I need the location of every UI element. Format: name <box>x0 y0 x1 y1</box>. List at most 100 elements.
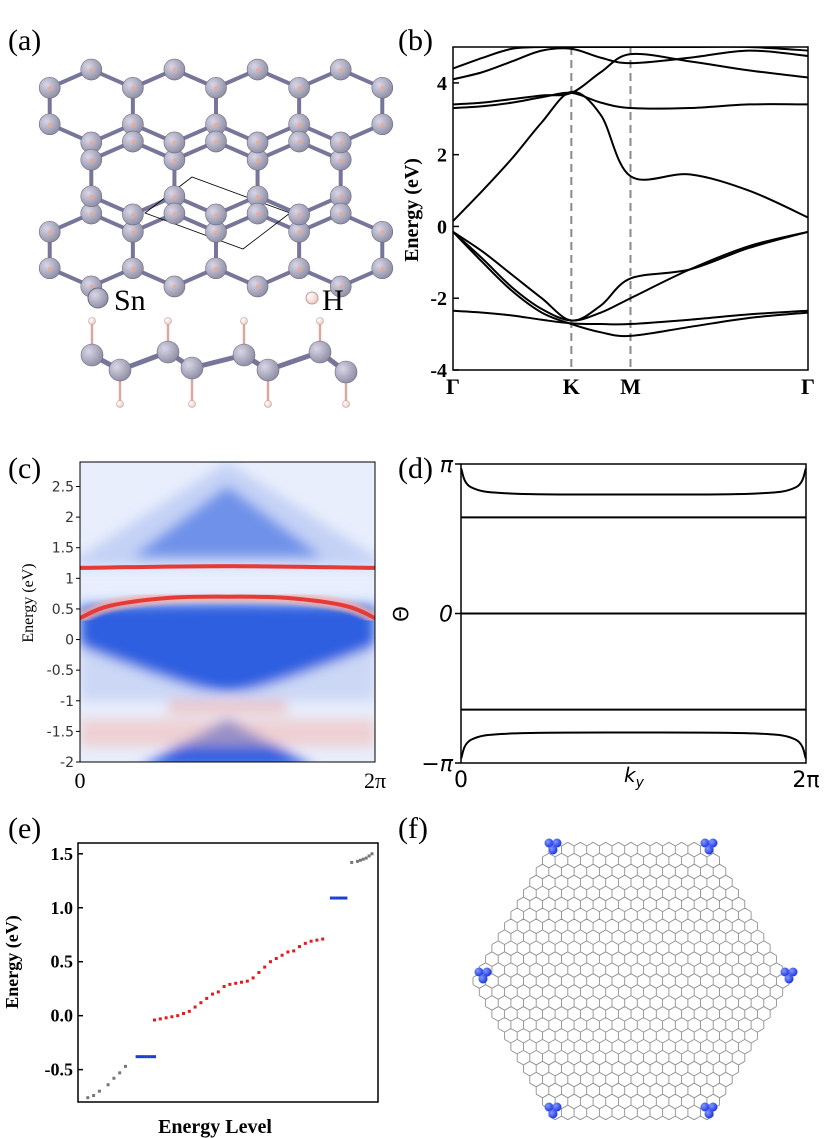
level-high-bulk <box>358 858 362 862</box>
corner-state-dot <box>704 845 714 855</box>
level-edge <box>263 965 267 969</box>
level-high-corner <box>341 896 345 900</box>
panel-d-label: (d) <box>398 452 433 485</box>
h-atom-top <box>297 122 302 127</box>
h-atom-top <box>256 285 260 289</box>
h-atom-top <box>131 122 136 127</box>
band-line <box>453 52 808 106</box>
h-atom-top <box>339 68 344 72</box>
level-high-corner <box>338 896 342 900</box>
band-structure-plot: -4 -2 0 2 4 Γ K M Γ <box>430 46 815 399</box>
h-atom-top <box>131 86 136 91</box>
y-tick-label: π <box>440 453 454 478</box>
band-line <box>453 47 808 70</box>
h-atom-top <box>48 230 53 235</box>
level-low-corner <box>135 1055 139 1059</box>
corner-state-dot <box>552 1102 562 1112</box>
y-tick-label: -0.5 <box>45 1060 74 1080</box>
h-atom-top <box>89 194 94 199</box>
h-atom-top <box>256 68 260 72</box>
sn-atom <box>308 340 332 364</box>
h-atom-top <box>256 212 260 216</box>
spectral-body <box>80 462 375 762</box>
sn-atom <box>156 340 180 364</box>
level-low-corner <box>147 1055 151 1059</box>
axes-frame <box>77 842 379 1103</box>
y-tick-label: 4 <box>437 73 447 95</box>
level-edge <box>280 953 284 957</box>
d-xlabel: ky <box>624 763 645 791</box>
k-point-label: K <box>563 374 580 399</box>
level-edge <box>309 939 313 943</box>
k-point-label: Γ <box>446 374 460 399</box>
h-atom-top <box>214 86 219 91</box>
panel-b-label: (b) <box>398 24 433 57</box>
level-edge <box>158 1017 162 1021</box>
h-atom <box>316 317 324 325</box>
level-edge <box>193 1005 197 1009</box>
h-atom <box>164 317 172 325</box>
h-atom-top <box>48 266 53 271</box>
y-tick-label: 1.0 <box>51 898 74 918</box>
honeycomb-atoms <box>38 58 394 298</box>
sn-atom <box>80 343 104 367</box>
h-atom <box>240 317 248 325</box>
h-atom-top <box>214 140 219 144</box>
sn-atom-legend-icon <box>87 287 109 309</box>
corner-state-dot <box>482 967 492 977</box>
h-atom <box>116 400 124 408</box>
x-tick-label: 2π <box>364 768 386 793</box>
level-edge <box>274 956 278 960</box>
x-tick-label: 2π <box>792 768 819 793</box>
h-atom-top <box>297 86 302 91</box>
level-low-bulk <box>106 1083 110 1087</box>
panel-a: (a) Sn H <box>8 24 394 408</box>
h-atom-top <box>173 141 177 145</box>
level-edge <box>315 938 319 942</box>
lattice-bonds <box>472 841 790 1121</box>
level-low-bulk <box>112 1076 116 1080</box>
sn-atom <box>108 358 132 382</box>
h-atom-top <box>173 212 177 216</box>
x-tick-label: 0 <box>454 768 468 793</box>
h-atom-top <box>256 141 260 145</box>
level-low-bulk <box>124 1064 127 1068</box>
y-tick-label: -2 <box>430 288 447 310</box>
level-edge <box>164 1016 168 1020</box>
h-atom-top <box>89 68 94 72</box>
h-atom-top <box>380 230 385 235</box>
sn-legend-label: Sn <box>114 284 146 317</box>
h-atom <box>342 400 350 408</box>
level-edge <box>176 1014 180 1018</box>
h-atom <box>88 317 96 325</box>
level-edge <box>245 979 249 983</box>
level-high-corner <box>329 896 333 900</box>
energy-levels-plot: -0.5 0.0 0.5 1.0 1.5 <box>45 842 379 1103</box>
y-tick-label: -1 <box>60 694 74 710</box>
h-atom-top <box>89 141 94 145</box>
panel-a-label: (a) <box>8 24 41 57</box>
level-edge <box>321 937 325 941</box>
corner-state-dot <box>544 838 554 848</box>
h-atom-top <box>131 266 136 271</box>
level-edge <box>292 949 296 953</box>
level-low-bulk <box>97 1089 101 1093</box>
h-atom-top <box>173 194 177 199</box>
b-ylabel: Energy (eV) <box>401 158 423 262</box>
level-high-bulk <box>356 859 359 863</box>
h-atom-top <box>380 122 385 127</box>
h-atom-top <box>131 230 136 235</box>
level-high-corner <box>332 896 336 900</box>
level-edge <box>153 1018 156 1022</box>
y-tick-label: 1.5 <box>51 844 74 864</box>
h-atom-top <box>380 86 385 91</box>
y-tick-label: 0 <box>437 216 447 238</box>
h-atom-top <box>339 194 344 199</box>
h-atom-top <box>297 266 302 271</box>
h-atom-top <box>173 158 177 163</box>
level-high-bulk <box>367 854 371 858</box>
y-tick-label: -1.5 <box>47 724 74 740</box>
k-point-label: M <box>620 374 641 399</box>
level-high-corner <box>344 896 348 900</box>
